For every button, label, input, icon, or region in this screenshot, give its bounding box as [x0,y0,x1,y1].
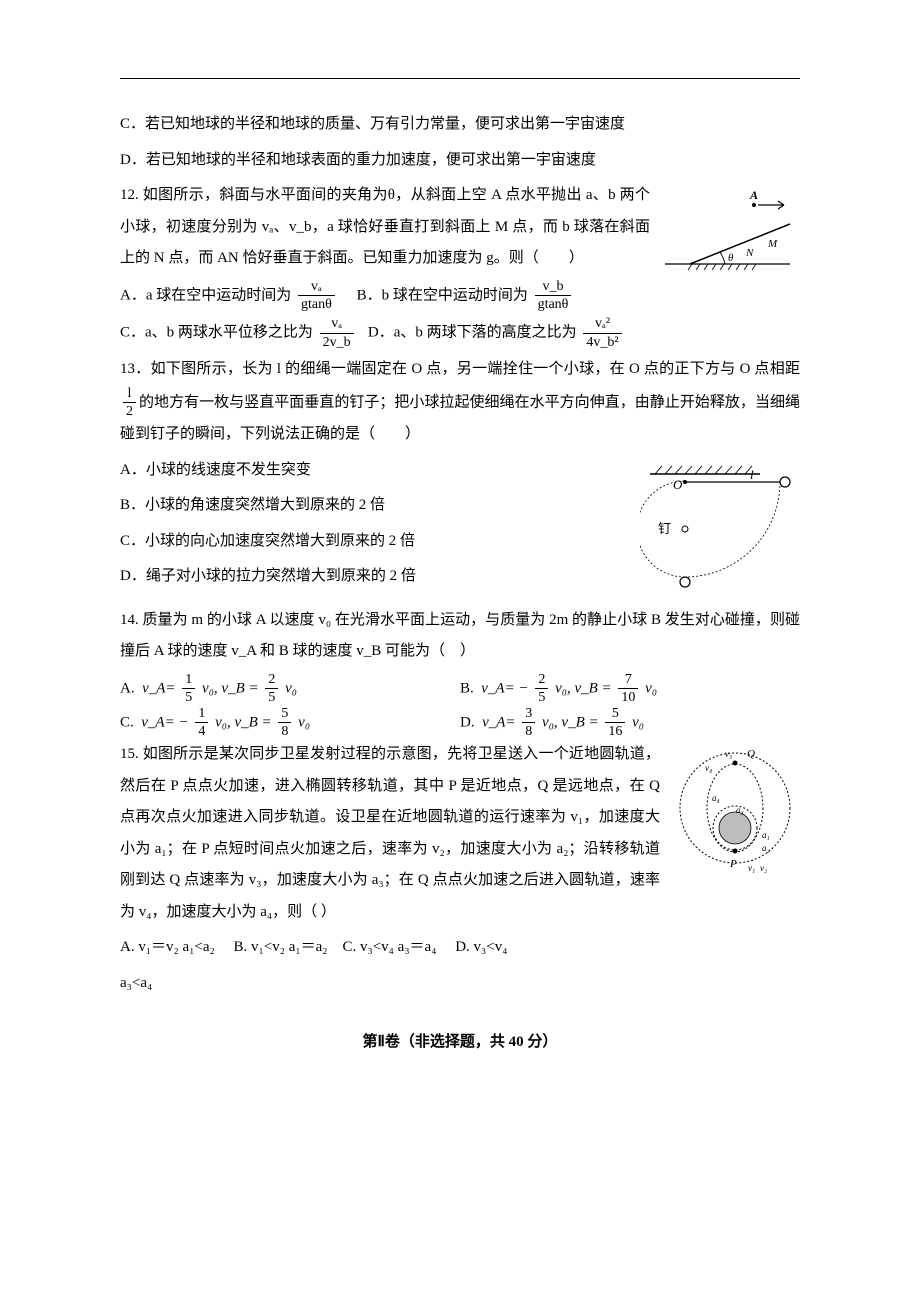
q15-option-d: D. v₃<v₄ [455,939,507,955]
q12-optD-prefix: D．a、b 两球下落的高度之比为 [368,325,577,341]
q14-option-c: C. v_A= − 14 v₀, v_B = 58 v₀ [120,706,460,740]
q13-frac: l2 [123,386,136,420]
q15-a1: a₁ [762,830,770,840]
q13-nail: 钉 [658,521,671,536]
q12-N: N [745,247,754,259]
q12-theta: θ [728,252,734,264]
q14-option-a: A. v_A= 15 v₀, v_B = 25 v₀ [120,672,460,706]
section2-title: 第Ⅱ卷（非选择题，共 40 分） [120,1027,800,1059]
q15-v3: v₃ [725,749,732,759]
q15-a2: a₂ [762,843,770,853]
q14-block: 14. 质量为 m 的小球 A 以速度 v₀ 在光滑水平面上运动，与质量为 2m… [120,605,800,740]
page-divider [120,78,800,79]
q14-stem: 14. 质量为 m 的小球 A 以速度 v₀ 在光滑水平面上运动，与质量为 2m… [120,605,800,668]
q15-diagram: P Q v₃ v₄ a₁ a₂ a₃ a₄ v₁ v₂ [670,743,800,883]
q12-optD-frac: vₐ²4v_b² [583,316,621,350]
q15-v2: v₂ [760,863,767,873]
q14-row2: C. v_A= − 14 v₀, v_B = 58 v₀ D. v_A= 38 … [120,706,800,740]
q12-optB-frac: v_bgtanθ [535,279,572,313]
q14-row1: A. v_A= 15 v₀, v_B = 25 v₀ B. v_A= − 25 … [120,672,800,706]
q13-l: l [750,467,754,482]
q15-option-b: B. v₁<v₂ a₁＝a₂ [234,939,328,955]
q15-option-a: A. v₁＝v₂ a₁<a₂ [120,939,215,955]
q12-optB-prefix: B．b 球在空中运动时间为 [357,287,528,303]
q11-option-c: C．若已知地球的半径和地球的质量、万有引力常量，便可求出第一宇宙速度 [120,109,800,141]
q12-optC-prefix: C．a、b 两球水平位移之比为 [120,325,313,341]
q13-O: O [673,477,683,492]
q15-v4: v₄ [705,763,712,773]
q12-optC-frac: vₐ2v_b [320,316,354,350]
q14-option-b: B. v_A= − 25 v₀, v_B = 710 v₀ [460,672,800,706]
q15-option-c: C. v₃<v₄ a₃＝a₄ [342,939,436,955]
q12-M: M [767,238,778,250]
q13-stem-a: 13．如下图所示，长为 l 的细绳一端固定在 O 点，另一端拴住一个小球，在 O… [120,361,800,377]
q12-option-cd: C．a、b 两球水平位移之比为 vₐ2v_b D．a、b 两球下落的高度之比为 … [120,316,800,350]
q12-block: θ N M A 12. 如图所示，斜面与水平面间的夹角为θ，从斜面上空 A 点水… [120,180,800,354]
q15-Q: Q [747,748,755,760]
q15-a3: a₃ [736,805,744,815]
q12-option-ab: A．a 球在空中运动时间为 vₐgtanθ B．b 球在空中运动时间为 v_bg… [120,279,800,313]
q15-P: P [729,858,737,870]
q14-option-d: D. v_A= 38 v₀, v_B = 516 v₀ [460,706,800,740]
q15-block: P Q v₃ v₄ a₁ a₂ a₃ a₄ v₁ v₂ 15. 如图所示是某次同… [120,739,800,1003]
q13-block: 13．如下图所示，长为 l 的细绳一端固定在 O 点，另一端拴住一个小球，在 O… [120,354,800,605]
q12-optA-prefix: A．a 球在空中运动时间为 [120,287,291,303]
q13-stem: 13．如下图所示，长为 l 的细绳一端固定在 O 点，另一端拴住一个小球，在 O… [120,354,800,451]
q12-optA-frac: vₐgtanθ [298,279,335,313]
q11-option-d: D．若已知地球的半径和地球表面的重力加速度，便可求出第一宇宙速度 [120,145,800,177]
q15-tail: a₃<a₄ [120,968,800,1000]
q15-v1: v₁ [748,863,755,873]
q12-diagram: θ N M A [660,184,800,274]
q13-stem-b: 的地方有一枚与竖直平面垂直的钉子；把小球拉起使细绳在水平方向伸直，由静止开始释放… [120,394,800,442]
q13-diagram: O l 钉 [640,459,800,599]
q15-a4: a₄ [712,793,720,803]
q15-options-row: A. v₁＝v₂ a₁<a₂ B. v₁<v₂ a₁＝a₂ C. v₃<v₄ a… [120,932,800,964]
q12-A: A [749,188,758,202]
